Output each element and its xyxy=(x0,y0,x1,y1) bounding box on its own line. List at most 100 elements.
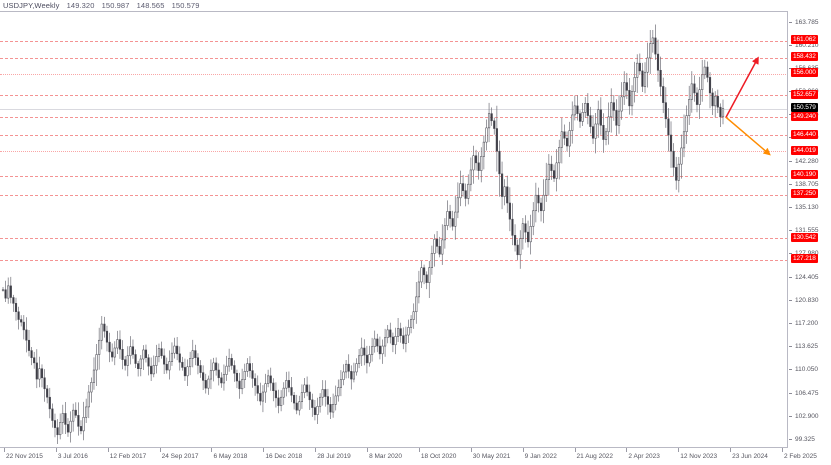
candle-body-bearish xyxy=(589,115,592,127)
candle-body-bearish xyxy=(552,170,556,179)
price-level-line-pivot[interactable] xyxy=(0,117,787,119)
price-level-line-resistance[interactable] xyxy=(0,40,787,42)
candle-body-bearish xyxy=(638,62,641,72)
candle-body-bullish xyxy=(610,102,613,118)
time-tick-mark xyxy=(159,448,161,452)
candle-body-bullish xyxy=(394,336,397,346)
time-tick-mark xyxy=(315,448,317,452)
candle-body-bearish xyxy=(178,353,181,363)
candle-body-bullish xyxy=(189,358,192,368)
candle-body-bearish xyxy=(435,238,439,247)
price-tick: 163.785 xyxy=(789,18,819,27)
candle-body-bearish xyxy=(204,380,207,389)
candle-body-bullish xyxy=(617,110,621,126)
candle-body-bearish xyxy=(438,246,441,255)
candle-body-bearish xyxy=(46,388,49,398)
candle-body-bullish xyxy=(352,371,355,380)
candle-body-bullish xyxy=(558,147,561,164)
candle-body-bearish xyxy=(423,267,426,276)
candle-body-bullish xyxy=(207,378,210,389)
time-tick-mark xyxy=(626,448,628,452)
candle-body-bullish xyxy=(441,239,444,255)
candle-body-bearish xyxy=(612,102,615,111)
price-level-line-resistance[interactable] xyxy=(0,95,787,97)
candle-body-bullish xyxy=(636,62,639,78)
candle-body-bearish xyxy=(425,274,428,283)
price-level-line-support[interactable] xyxy=(0,135,787,137)
candle-body-bullish xyxy=(417,281,420,298)
candle-body-bearish xyxy=(230,358,233,366)
price-level-label: 144.019 xyxy=(791,145,818,155)
candle-body-bearish xyxy=(66,424,70,433)
candle-body-bullish xyxy=(303,384,306,393)
candle-body-bearish xyxy=(137,363,140,369)
bullish-projection-arrow[interactable] xyxy=(725,56,759,118)
candle-body-bullish xyxy=(646,57,649,73)
candle-body-bullish xyxy=(225,365,228,375)
candle-body-bearish xyxy=(293,394,296,404)
price-level-line-support[interactable] xyxy=(0,259,787,261)
candle-body-bullish xyxy=(280,396,283,406)
candle-body-bullish xyxy=(682,131,686,149)
candle-body-bearish xyxy=(121,349,124,360)
candle-body-bearish xyxy=(625,82,628,91)
candle-body-bearish xyxy=(664,102,667,120)
time-tick-label: 12 Nov 2023 xyxy=(680,453,718,460)
candle-body-bearish xyxy=(256,385,259,394)
time-tick-label: 2 Apr 2023 xyxy=(628,453,660,460)
forecast-arrows xyxy=(725,56,771,156)
candle-body-bullish xyxy=(407,327,410,336)
price-level-line-support[interactable] xyxy=(0,238,787,240)
candle-body-bearish xyxy=(498,150,501,175)
candle-body-bullish xyxy=(358,355,361,364)
candle-body-bearish xyxy=(235,372,239,382)
candle-body-bearish xyxy=(311,399,314,408)
price-level-line-support[interactable] xyxy=(0,194,787,196)
price-scale[interactable]: 163.785160.210156.635153.060149.485145.9… xyxy=(789,11,831,448)
candle-body-bullish xyxy=(677,163,680,181)
candle-body-bullish xyxy=(680,147,683,165)
candle-body-bearish xyxy=(251,370,254,379)
candle-body-bearish xyxy=(35,362,38,380)
price-tick: 135.130 xyxy=(789,203,819,212)
candle-body-bullish xyxy=(571,114,574,131)
price-level-line-resistance[interactable] xyxy=(0,73,787,75)
price-level-label: 140.190 xyxy=(791,170,818,180)
price-tick: 120.830 xyxy=(789,296,819,305)
candle-body-bearish xyxy=(9,285,12,298)
candle-body-bearish xyxy=(578,113,582,122)
candle-body-bullish xyxy=(560,131,563,148)
price-level-line-resistance[interactable] xyxy=(0,57,787,59)
bearish-projection-arrow[interactable] xyxy=(725,116,771,156)
candle-body-bearish xyxy=(516,244,519,256)
candle-body-bullish xyxy=(620,96,623,112)
candle-body-bullish xyxy=(355,363,358,373)
candle-body-bullish xyxy=(368,354,371,364)
time-tick-label: 21 Aug 2022 xyxy=(576,453,614,460)
price-level-line-current[interactable] xyxy=(0,108,787,110)
candle-body-bullish xyxy=(568,130,571,147)
time-scale[interactable]: 22 Nov 2015 3 Jul 2016 12 Feb 2017 24 Sep 2… xyxy=(0,448,831,465)
candle-body-bearish xyxy=(389,329,392,338)
price-tick: 117.200 xyxy=(789,319,818,328)
candle-body-bearish xyxy=(599,109,602,126)
candle-body-bullish xyxy=(212,362,215,371)
price-level-line-support[interactable] xyxy=(0,175,787,177)
current-price-label: 150.579 xyxy=(791,103,818,113)
candle-body-bearish xyxy=(40,368,44,379)
candle-body-bearish xyxy=(706,66,709,78)
candle-body-bullish xyxy=(334,395,337,405)
candle-body-bearish xyxy=(79,426,83,432)
time-tick-mark xyxy=(263,448,265,452)
time-tick-label: 12 Feb 2017 xyxy=(109,453,147,460)
candle-body-bearish xyxy=(233,365,236,374)
chart-plot-area[interactable] xyxy=(0,11,788,448)
candle-body-bearish xyxy=(576,105,579,114)
candle-body-bearish xyxy=(30,350,33,358)
price-level-label: 127.218 xyxy=(791,254,818,264)
price-level-line-support[interactable] xyxy=(0,151,787,153)
price-tick: 138.705 xyxy=(789,180,819,189)
candle-body-bearish xyxy=(672,150,675,168)
price-level-label: 149.240 xyxy=(791,111,818,121)
candle-body-bullish xyxy=(503,186,506,197)
